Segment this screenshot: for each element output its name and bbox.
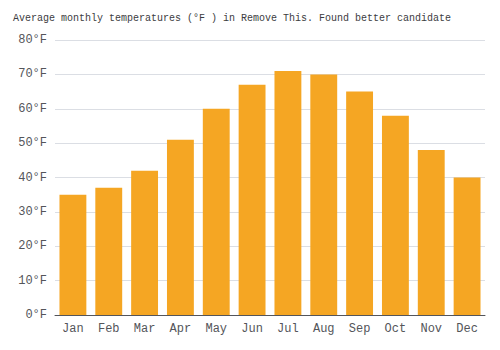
- svg-text:May: May: [205, 322, 227, 336]
- svg-text:60°F: 60°F: [18, 102, 47, 116]
- svg-text:70°F: 70°F: [18, 67, 47, 81]
- svg-text:Dec: Dec: [456, 322, 478, 336]
- svg-text:Nov: Nov: [420, 322, 442, 336]
- svg-text:10°F: 10°F: [18, 274, 47, 288]
- svg-text:Oct: Oct: [385, 322, 407, 336]
- svg-text:Mar: Mar: [134, 322, 156, 336]
- svg-text:30°F: 30°F: [18, 205, 47, 219]
- svg-text:0°F: 0°F: [25, 308, 47, 322]
- svg-text:20°F: 20°F: [18, 239, 47, 253]
- svg-text:Jun: Jun: [241, 322, 263, 336]
- svg-text:Jan: Jan: [62, 322, 84, 336]
- svg-text:Feb: Feb: [98, 322, 120, 336]
- svg-text:Apr: Apr: [170, 322, 192, 336]
- svg-text:Sep: Sep: [349, 322, 371, 336]
- svg-text:80°F: 80°F: [18, 33, 47, 47]
- svg-text:Average monthly temperatures (: Average monthly temperatures (°F ) in Re…: [13, 13, 451, 24]
- svg-text:Aug: Aug: [313, 322, 335, 336]
- svg-text:Jul: Jul: [277, 322, 299, 336]
- svg-text:50°F: 50°F: [18, 136, 47, 150]
- svg-text:40°F: 40°F: [18, 171, 47, 185]
